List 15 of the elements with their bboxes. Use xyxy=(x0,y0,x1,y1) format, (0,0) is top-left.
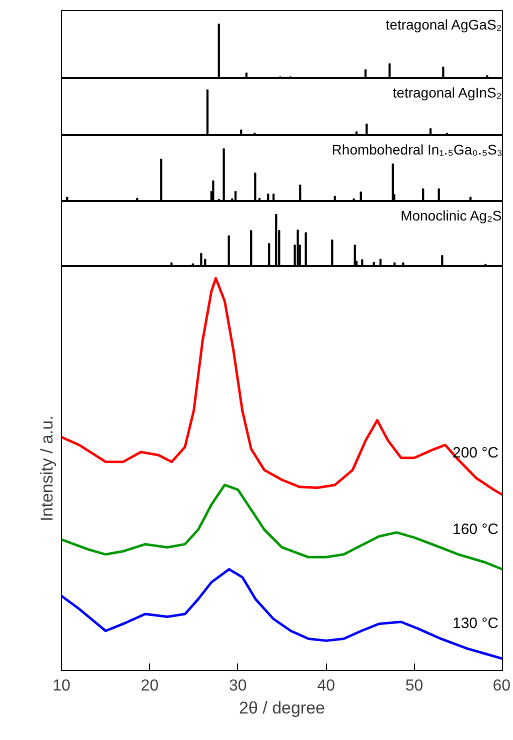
y-axis-title: Intensity / a.u. xyxy=(38,416,56,522)
chart-title: tetragonal AgGaS₂ xyxy=(386,16,502,32)
series-label: 130 °C xyxy=(452,615,499,632)
x-tick-label: 10 xyxy=(52,678,70,694)
x-tick-label: 40 xyxy=(317,678,336,694)
chart-title: tetragonal AgInS₂ xyxy=(392,84,502,100)
x-tick-label: 20 xyxy=(140,678,159,694)
series-label: 200 °C xyxy=(452,444,499,462)
chart-title: Monoclinic Ag₂S xyxy=(400,208,502,224)
series-label: 160 °C xyxy=(452,520,499,538)
chart-title: Rhombohedral In₁.₅Ga₀.₅S₃ xyxy=(332,142,503,158)
x-tick-label: 60 xyxy=(492,678,511,694)
x-tick-label: 50 xyxy=(405,678,424,694)
x-tick-label: 30 xyxy=(229,678,247,694)
x-axis-title: 2θ / degree xyxy=(238,698,326,718)
